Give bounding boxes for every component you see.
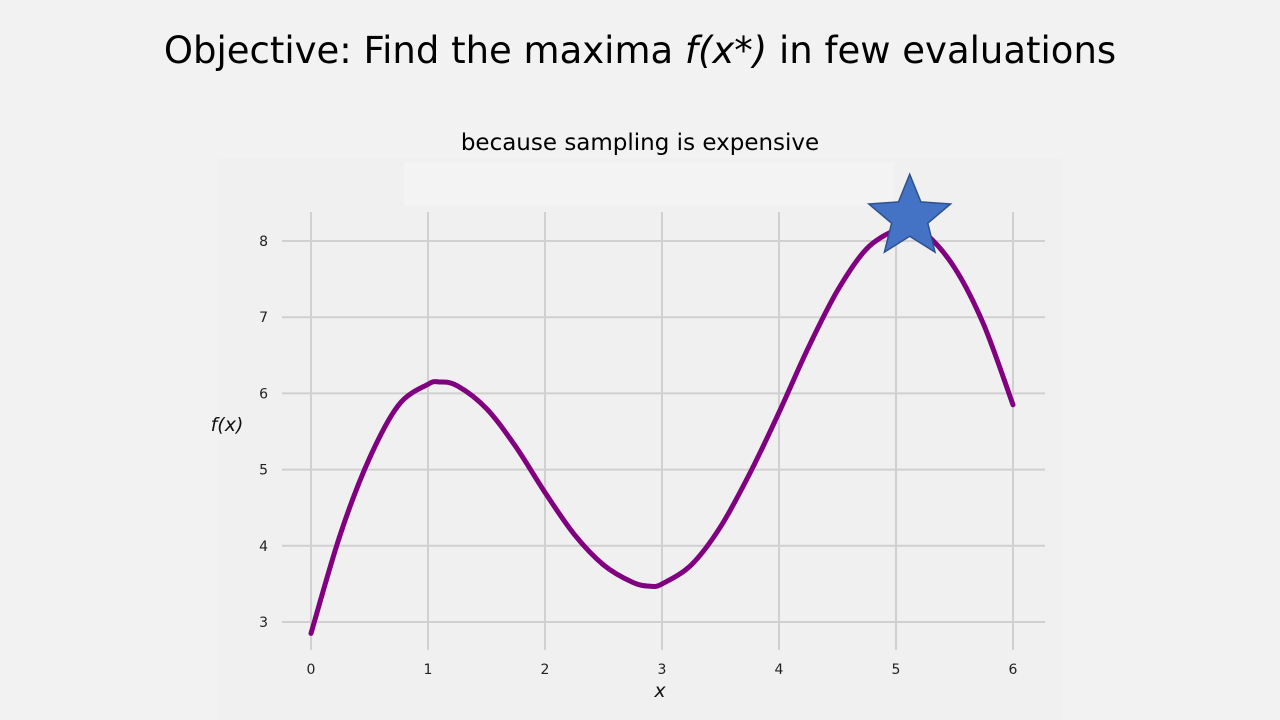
x-tick-label: 4: [775, 662, 784, 678]
slide-title: Objective: Find the maxima f(x*) in few …: [0, 26, 1280, 76]
x-tick-label: 2: [541, 662, 550, 678]
grid-lines: [282, 212, 1045, 650]
y-tick-label: 6: [259, 386, 268, 402]
plot-background: [218, 158, 1062, 720]
x-axis-label: x: [653, 680, 666, 702]
maximum-star-marker: [866, 172, 953, 254]
slide-subtitle: because sampling is expensive: [460, 130, 820, 156]
x-tick-label: 3: [658, 662, 667, 678]
y-tick-label: 3: [259, 615, 268, 631]
x-tick-label: 6: [1009, 662, 1018, 678]
tick-labels: 0 1 2 3 4 5 6 3 4 5 6 7 8: [259, 234, 1017, 678]
y-tick-label: 7: [259, 310, 268, 326]
x-tick-label: 5: [892, 662, 901, 678]
y-tick-label: 4: [259, 539, 268, 555]
title-lead: Objective: Find the maxima: [163, 29, 685, 72]
y-axis-label: f(x): [211, 414, 244, 436]
y-tick-label: 8: [259, 234, 268, 250]
title-math: f(x*): [684, 29, 768, 72]
x-tick-label: 0: [307, 662, 316, 678]
title-trail: in few evaluations: [767, 29, 1117, 72]
x-tick-label: 1: [424, 662, 433, 678]
y-tick-label: 5: [259, 463, 268, 479]
plot-title-band: [404, 162, 894, 206]
